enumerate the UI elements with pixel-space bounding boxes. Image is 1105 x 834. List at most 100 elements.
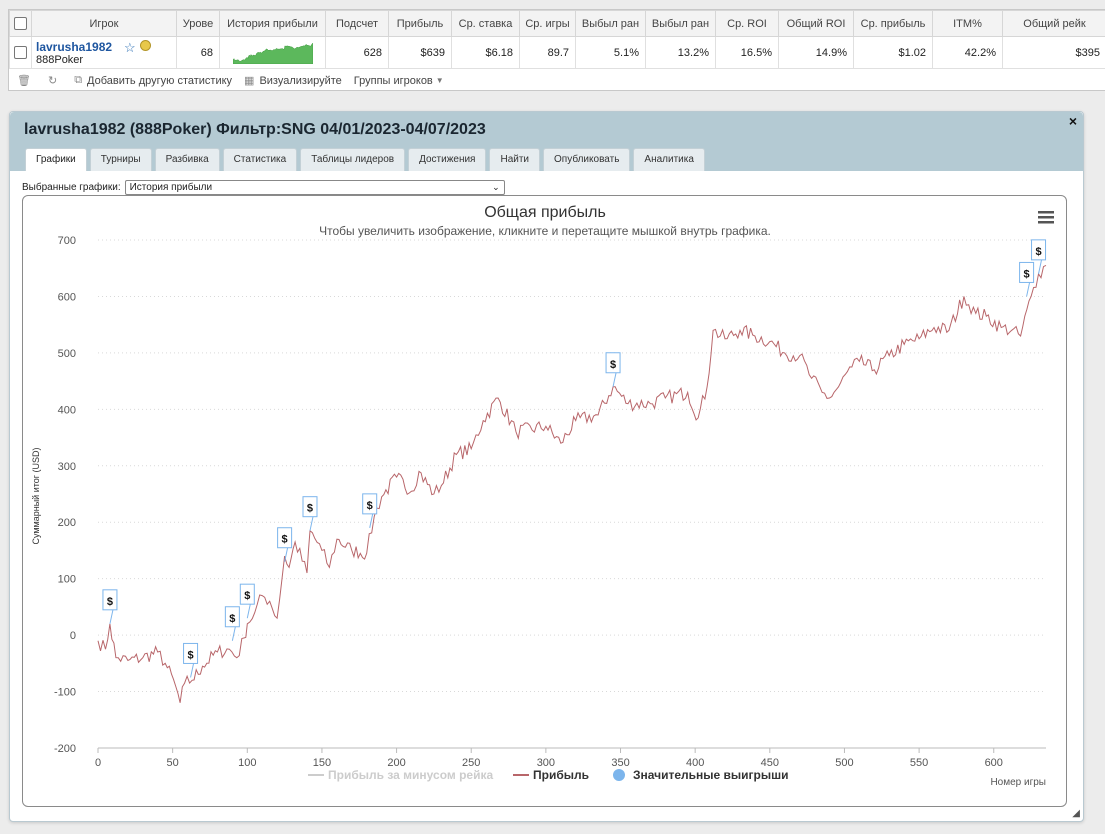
- header-count[interactable]: Подсчет: [325, 10, 389, 37]
- big-win-marker[interactable]: $: [605, 352, 621, 387]
- delete-button[interactable]: 🗑: [17, 74, 36, 87]
- y-tick-label: 500: [58, 348, 76, 360]
- level-cell: 68: [176, 36, 220, 69]
- chart-icon: ▦: [244, 75, 255, 87]
- profit-history-sparkline[interactable]: [219, 36, 326, 69]
- refresh-icon: ↻: [47, 75, 58, 87]
- x-tick-label: 0: [95, 757, 101, 769]
- tab-statistics[interactable]: Статистика: [222, 148, 298, 171]
- player-groups-label: Группы игроков: [353, 74, 433, 87]
- player-site: 888Poker: [36, 53, 84, 66]
- profit-chart[interactable]: -200 -100 0 100 200 300 400 500 600 700 0 50 100 150…: [23, 196, 1067, 807]
- big-win-marker[interactable]: $: [183, 642, 199, 678]
- chart-menu-icon[interactable]: [1038, 211, 1054, 224]
- player-groups-dropdown[interactable]: Группы игроков ▼: [354, 75, 444, 87]
- close-button[interactable]: ×: [1068, 113, 1077, 129]
- x-tick-label: 100: [238, 757, 256, 769]
- tab-breakdown[interactable]: Разбивка: [154, 148, 220, 171]
- big-win-marker[interactable]: $: [224, 606, 240, 641]
- legend-item-0[interactable]: Прибыль за минусом рейка: [308, 768, 493, 782]
- legend-item-1[interactable]: Прибыль: [513, 768, 589, 782]
- header-avg-game[interactable]: Ср. игры: [519, 10, 576, 37]
- avg-game-cell: 89.7: [519, 36, 576, 69]
- x-tick-label: 550: [910, 757, 928, 769]
- header-profit[interactable]: Прибыль: [388, 10, 452, 37]
- x-tick-label: 350: [611, 757, 629, 769]
- header-total-roi[interactable]: Общий ROI: [778, 10, 854, 37]
- chart-subtitle: Чтобы увеличить изображение, кликните и …: [319, 224, 771, 238]
- y-tick-label: 0: [70, 630, 76, 642]
- big-win-flag: [1019, 261, 1035, 283]
- graph-panel-header: lavrusha1982 (888Poker) Фильтр:SNG 04/01…: [10, 112, 1083, 171]
- big-win-pin: [369, 513, 374, 528]
- y-tick-label: 300: [58, 461, 76, 473]
- visualize-button[interactable]: ▦ Визуализируйте: [244, 74, 342, 88]
- big-win-flag: [224, 606, 240, 628]
- caret-down-icon: ▼: [435, 76, 444, 85]
- tab-leaderboards[interactable]: Таблицы лидеров: [300, 148, 406, 171]
- header-total-rake[interactable]: Общий рейк: [1002, 10, 1105, 37]
- big-win-marker[interactable]: $: [277, 527, 293, 562]
- tab-publish[interactable]: Опубликовать: [543, 148, 631, 171]
- early-out-2-cell: 13.2%: [645, 36, 716, 69]
- big-win-marker[interactable]: $: [1019, 261, 1035, 297]
- y-tick-label: 700: [58, 235, 76, 247]
- big-win-marker[interactable]: $: [102, 589, 118, 624]
- count-cell: 628: [325, 36, 389, 69]
- big-win-pin: [246, 604, 251, 619]
- dollar-icon: $: [367, 500, 373, 512]
- big-win-marker[interactable]: $: [1031, 239, 1047, 274]
- total-rake-cell: $395: [1002, 36, 1105, 69]
- row-checkbox[interactable]: [9, 36, 32, 69]
- resize-grip-icon[interactable]: ◢: [1072, 808, 1080, 819]
- add-stat-button[interactable]: ⧉ Добавить другую статистику: [74, 74, 232, 87]
- header-level[interactable]: Урове: [176, 10, 220, 37]
- total-roi-cell: 14.9%: [778, 36, 854, 69]
- header-itm[interactable]: ITM%: [932, 10, 1003, 37]
- big-win-marker[interactable]: $: [302, 496, 318, 531]
- tab-graphs[interactable]: Графики: [25, 148, 87, 171]
- select-all-checkbox[interactable]: [9, 10, 32, 37]
- tab-bar: Графики Турниры Разбивка Статистика Табл…: [25, 148, 708, 171]
- big-win-pin: [109, 609, 114, 624]
- add-stat-label: Добавить другую статистику: [87, 74, 233, 87]
- dollar-icon: $: [307, 503, 313, 515]
- trash-icon: 🗑: [17, 75, 31, 87]
- chevron-down-icon: ⌄: [492, 182, 500, 192]
- legend-item-2[interactable]: Значительные выигрыши: [613, 768, 789, 782]
- header-player[interactable]: Игрок: [31, 10, 177, 37]
- favorite-star-icon[interactable]: ☆: [124, 40, 136, 55]
- header-early-out-1[interactable]: Выбыл ран: [575, 10, 646, 37]
- early-out-1-cell: 5.1%: [575, 36, 646, 69]
- table-toolbar: 🗑 ↻ ⧉ Добавить другую статистику ▦ Визуа…: [9, 69, 1105, 92]
- header-avg-roi[interactable]: Ср. ROI: [715, 10, 779, 37]
- header-profit-history[interactable]: История прибыли: [219, 10, 326, 37]
- x-tick-label: 300: [537, 757, 555, 769]
- y-tick-label: 600: [58, 291, 76, 303]
- x-axis-label: Номер игры: [990, 777, 1046, 788]
- y-tick-label: 100: [58, 574, 76, 586]
- tab-tournaments[interactable]: Турниры: [89, 148, 152, 171]
- refresh-button[interactable]: ↻: [48, 74, 62, 87]
- big-win-flag: [277, 527, 293, 549]
- graph-selector-row: Выбранные графики: История прибыли ⌄: [22, 180, 505, 195]
- big-win-flag: [1031, 239, 1047, 261]
- big-win-pin: [231, 626, 236, 641]
- x-tick-label: 150: [313, 757, 331, 769]
- graph-panel: lavrusha1982 (888Poker) Фильтр:SNG 04/01…: [9, 111, 1084, 822]
- tab-analytics[interactable]: Аналитика: [633, 148, 705, 171]
- tab-achievements[interactable]: Достижения: [408, 148, 487, 171]
- x-tick-label: 400: [686, 757, 704, 769]
- header-avg-profit[interactable]: Ср. прибыль: [853, 10, 933, 37]
- player-link[interactable]: lavrusha1982: [36, 39, 113, 54]
- award-badge-icon: [140, 40, 151, 51]
- header-early-out-2[interactable]: Выбыл ран: [645, 10, 716, 37]
- big-win-marker[interactable]: $: [362, 493, 378, 528]
- header-avg-stake[interactable]: Ср. ставка: [451, 10, 520, 37]
- legend-label: Прибыль: [533, 768, 589, 782]
- chart-container[interactable]: -200 -100 0 100 200 300 400 500 600 700 0 50 100 150…: [22, 195, 1067, 807]
- tab-find[interactable]: Найти: [489, 148, 541, 171]
- dollar-icon: $: [1024, 268, 1030, 280]
- graph-select[interactable]: История прибыли ⌄: [124, 180, 505, 195]
- big-win-marker[interactable]: $: [239, 583, 255, 619]
